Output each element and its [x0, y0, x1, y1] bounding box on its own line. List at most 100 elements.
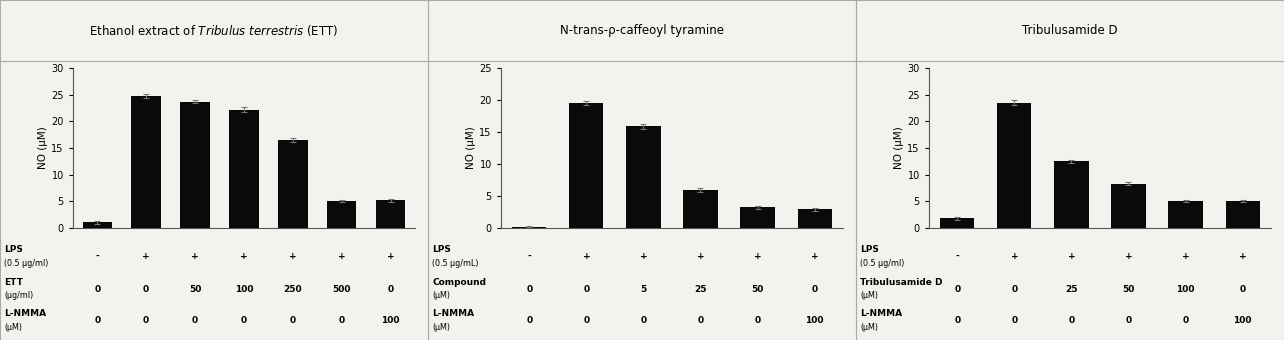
Text: 5: 5: [641, 285, 647, 293]
Text: ETT: ETT: [4, 278, 23, 287]
Text: 0: 0: [1012, 285, 1017, 293]
Text: (μM): (μM): [860, 291, 878, 300]
Bar: [1168, 201, 1203, 228]
Text: +: +: [754, 252, 761, 261]
Text: 0: 0: [241, 316, 247, 325]
Text: 100: 100: [235, 285, 253, 293]
Text: Tribulusamide D: Tribulusamide D: [860, 278, 942, 287]
Text: -: -: [955, 252, 959, 261]
Bar: [741, 207, 774, 228]
Bar: [797, 209, 832, 228]
Text: 0: 0: [755, 316, 760, 325]
Text: 100: 100: [1176, 285, 1195, 293]
Text: 100: 100: [805, 316, 824, 325]
Text: +: +: [338, 252, 345, 261]
Bar: [512, 226, 547, 228]
Text: L-NMMA: L-NMMA: [4, 309, 46, 318]
Text: 100: 100: [1234, 316, 1252, 325]
Text: (μM): (μM): [4, 323, 22, 332]
Text: +: +: [1011, 252, 1018, 261]
Text: 0: 0: [1126, 316, 1131, 325]
Text: LPS: LPS: [433, 245, 451, 254]
Text: 0: 0: [954, 316, 960, 325]
Text: 0: 0: [954, 285, 960, 293]
Text: Compound: Compound: [433, 278, 487, 287]
Text: (0.5 μg/mL): (0.5 μg/mL): [433, 259, 479, 268]
Text: 0: 0: [290, 316, 295, 325]
Text: 0: 0: [143, 316, 149, 325]
Text: +: +: [386, 252, 394, 261]
Text: 0: 0: [94, 316, 100, 325]
Text: 50: 50: [189, 285, 202, 293]
Bar: [376, 200, 406, 228]
Bar: [1225, 201, 1260, 228]
Text: 50: 50: [751, 285, 764, 293]
Y-axis label: NO (μM): NO (μM): [466, 126, 476, 169]
Text: L-NMMA: L-NMMA: [860, 309, 903, 318]
Text: LPS: LPS: [4, 245, 23, 254]
Text: +: +: [1239, 252, 1247, 261]
Text: +: +: [810, 252, 818, 261]
Text: 0: 0: [641, 316, 646, 325]
Text: 0: 0: [94, 285, 100, 293]
Text: +: +: [143, 252, 150, 261]
Bar: [1054, 161, 1089, 228]
Text: 25: 25: [1066, 285, 1077, 293]
Text: 0: 0: [526, 285, 533, 293]
Text: 0: 0: [1068, 316, 1075, 325]
Text: +: +: [240, 252, 248, 261]
Text: 500: 500: [333, 285, 351, 293]
Text: 0: 0: [1012, 316, 1017, 325]
Text: 50: 50: [1122, 285, 1135, 293]
Text: LPS: LPS: [860, 245, 880, 254]
Text: Ethanol extract of $\it{Tribulus\ terrestris}$ (ETT): Ethanol extract of $\it{Tribulus\ terres…: [90, 23, 339, 38]
Text: 0: 0: [339, 316, 345, 325]
Text: L-NMMA: L-NMMA: [433, 309, 474, 318]
Bar: [230, 109, 258, 228]
Y-axis label: NO (μM): NO (μM): [39, 126, 49, 169]
Text: 0: 0: [1183, 316, 1189, 325]
Text: (0.5 μg/ml): (0.5 μg/ml): [4, 259, 49, 268]
Bar: [998, 103, 1031, 228]
Text: (μM): (μM): [860, 323, 878, 332]
Text: -: -: [95, 252, 99, 261]
Bar: [82, 222, 112, 228]
Text: +: +: [583, 252, 591, 261]
Text: 250: 250: [284, 285, 302, 293]
Text: +: +: [1125, 252, 1132, 261]
Text: 0: 0: [526, 316, 533, 325]
Text: (μg/ml): (μg/ml): [4, 291, 33, 300]
Bar: [180, 102, 209, 228]
Text: 0: 0: [1239, 285, 1245, 293]
Text: 0: 0: [193, 316, 198, 325]
Text: 0: 0: [811, 285, 818, 293]
Text: N-trans-ρ-caffeoyl tyramine: N-trans-ρ-caffeoyl tyramine: [560, 24, 724, 37]
Text: 0: 0: [388, 285, 394, 293]
Text: +: +: [697, 252, 705, 261]
Text: +: +: [191, 252, 199, 261]
Text: (μM): (μM): [433, 291, 451, 300]
Text: 0: 0: [143, 285, 149, 293]
Text: 0: 0: [583, 285, 589, 293]
Text: 25: 25: [695, 285, 706, 293]
Y-axis label: NO (μM): NO (μM): [895, 126, 904, 169]
Bar: [1112, 184, 1145, 228]
Text: +: +: [1067, 252, 1075, 261]
Text: +: +: [289, 252, 297, 261]
Text: (μM): (μM): [433, 323, 451, 332]
Bar: [940, 218, 975, 228]
Bar: [683, 190, 718, 228]
Text: 0: 0: [583, 316, 589, 325]
Text: 100: 100: [381, 316, 399, 325]
Bar: [327, 201, 357, 228]
Text: Tribulusamide D: Tribulusamide D: [1022, 24, 1118, 37]
Text: -: -: [528, 252, 532, 261]
Bar: [569, 103, 603, 228]
Text: 0: 0: [697, 316, 704, 325]
Bar: [627, 126, 660, 228]
Bar: [279, 140, 308, 228]
Bar: [131, 96, 160, 228]
Text: +: +: [639, 252, 647, 261]
Text: (0.5 μg/ml): (0.5 μg/ml): [860, 259, 905, 268]
Text: +: +: [1181, 252, 1189, 261]
